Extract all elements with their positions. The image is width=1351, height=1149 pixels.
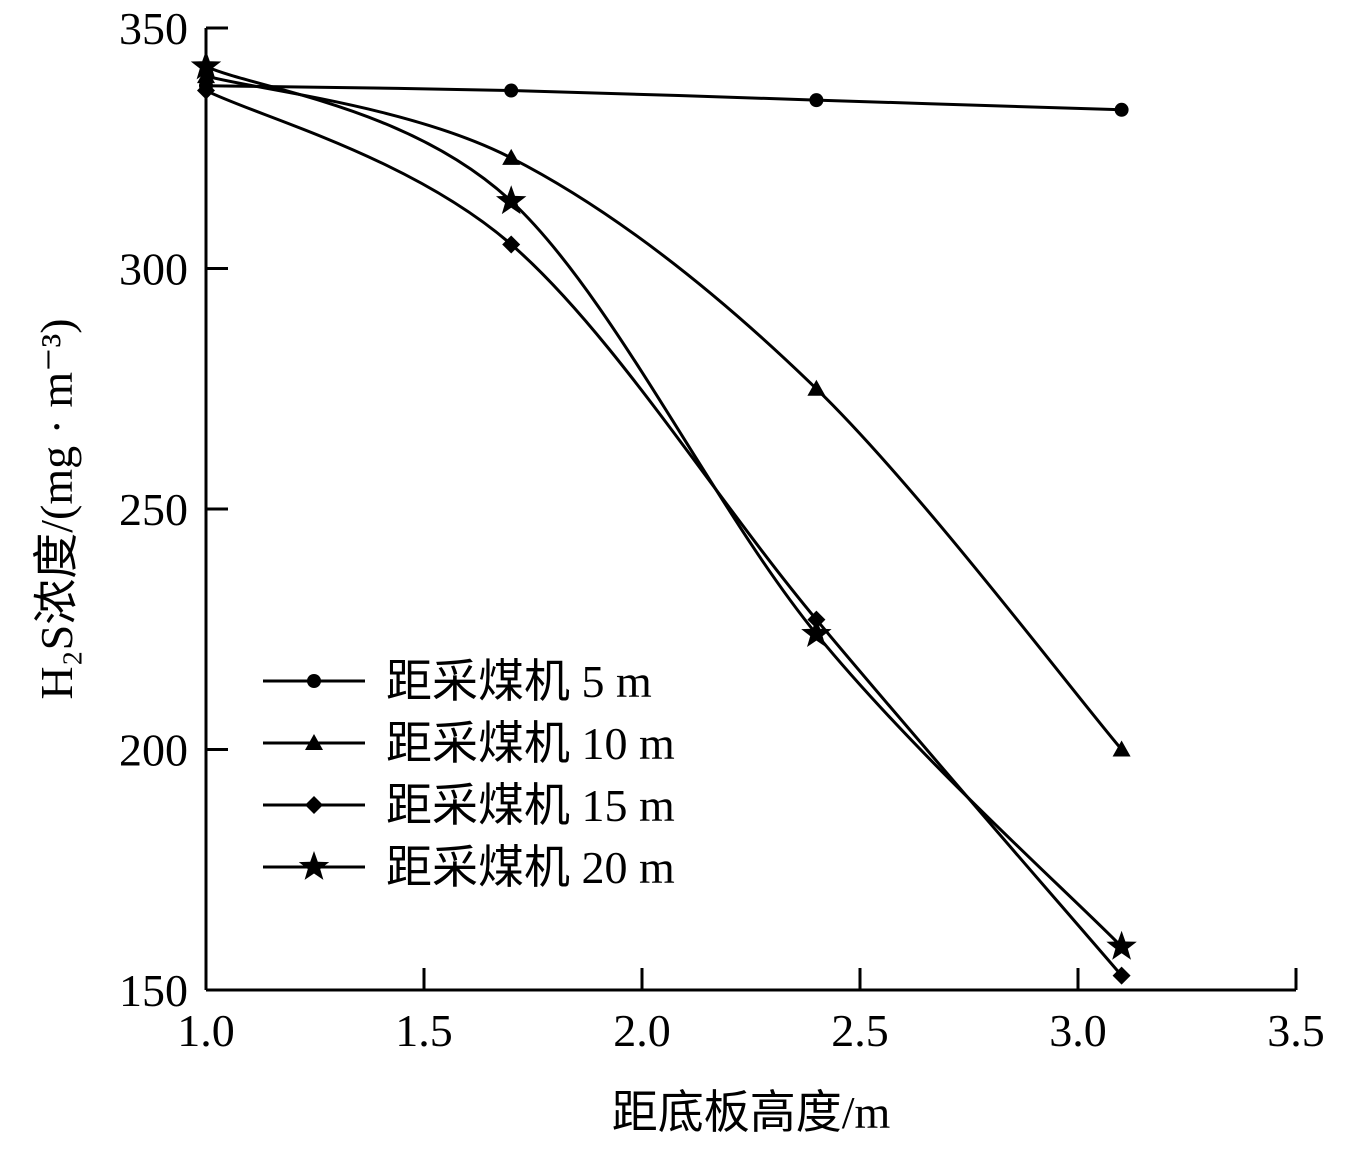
legend-marker-1 [305, 734, 323, 750]
series-0 [199, 78, 1129, 117]
y-tick-label-1: 200 [119, 725, 188, 776]
series-3 [190, 50, 1137, 960]
legend-entry-3: 距采煤机 20 m [263, 842, 675, 893]
x-tick-label-2: 2.0 [613, 1005, 671, 1056]
legend-label-3: 距采煤机 20 m [386, 842, 675, 893]
data-point-3-3 [1106, 930, 1137, 960]
series-layer [190, 50, 1137, 985]
axes [204, 28, 1296, 992]
legend: 距采煤机 5 m 距采煤机 10 m 距采煤机 15 m 距采煤机 20 m [263, 656, 675, 893]
y-tick-label-3: 300 [119, 244, 188, 295]
legend-label-1: 距采煤机 10 m [386, 718, 675, 769]
legend-entry-2: 距采煤机 15 m [263, 780, 675, 831]
legend-label-2: 距采煤机 15 m [386, 780, 675, 831]
legend-marker-0 [307, 674, 321, 688]
legend-entry-1: 距采煤机 10 m [263, 718, 675, 769]
legend-marker-2 [305, 796, 323, 814]
x-axis-title: 距底板高度/m [612, 1087, 891, 1138]
data-point-0-2 [809, 93, 824, 108]
series-line-1 [205, 74, 1123, 751]
data-point-2-1 [502, 235, 521, 254]
data-point-2-0 [197, 81, 215, 100]
data-point-1-2 [807, 379, 826, 396]
data-point-1-1 [502, 148, 521, 165]
series-1 [197, 67, 1131, 757]
data-point-1-0 [197, 67, 215, 84]
x-tick-label-0: 1.0 [177, 1005, 235, 1056]
data-point-3-0 [190, 50, 222, 80]
data-point-2-3 [1112, 966, 1131, 985]
legend-marker-3 [298, 851, 330, 880]
legend-entry-0: 距采煤机 5 m [263, 656, 652, 707]
y-axis-title: H₂S浓度/(mg · m⁻³) [31, 318, 82, 699]
x-tick-label-3: 2.5 [831, 1005, 889, 1056]
y-tick-label-0: 150 [119, 965, 188, 1016]
data-point-0-3 [1114, 102, 1129, 117]
x-tick-label-4: 3.0 [1049, 1005, 1107, 1056]
x-tick-label-1: 1.5 [395, 1005, 453, 1056]
y-tick-label-4: 350 [119, 3, 188, 54]
data-point-1-3 [1112, 740, 1131, 757]
legend-label-0: 距采煤机 5 m [386, 656, 652, 707]
data-point-0-1 [504, 83, 519, 98]
series-line-2 [205, 89, 1123, 977]
y-tick-label-2: 250 [119, 484, 188, 535]
data-point-3-2 [801, 618, 832, 647]
series-line-3 [205, 65, 1123, 948]
data-point-3-1 [496, 185, 527, 215]
series-line-0 [205, 84, 1122, 112]
ticks: 1.0 1.5 2.0 2.5 3.0 3.5 150 200 250 300 350 [119, 3, 1325, 1056]
x-tick-label-5: 3.5 [1267, 1005, 1325, 1056]
series-2 [197, 81, 1131, 985]
